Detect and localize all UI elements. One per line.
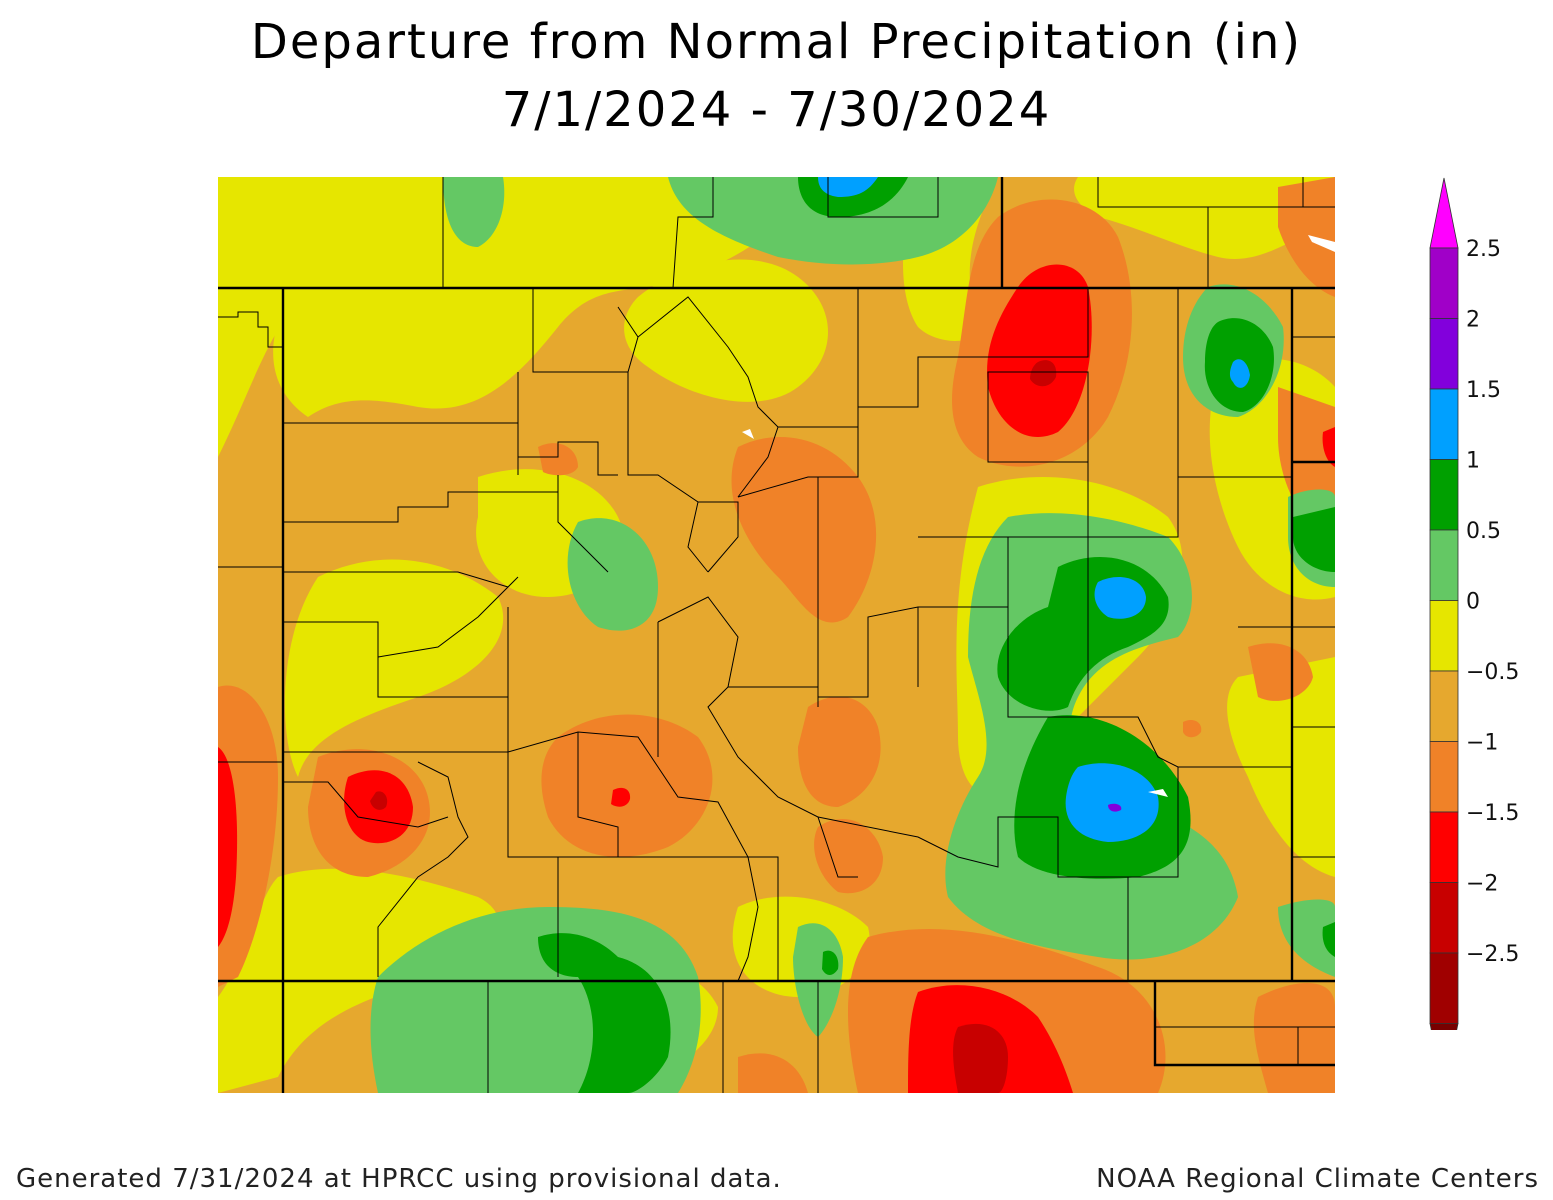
legend-tick-label: −2 — [1466, 872, 1498, 897]
legend-tick-label: 1 — [1466, 449, 1480, 474]
legend-band — [1429, 811, 1459, 883]
legend-band-top — [1429, 177, 1459, 249]
legend-tick-labels: 2.5 2 1.5 1 0.5 0 −0.5 −1 −1.5 −2 −2.5 — [1466, 237, 1519, 967]
legend-tick-label: −0.5 — [1466, 660, 1519, 685]
legend-band — [1429, 388, 1459, 460]
legend-band — [1429, 459, 1459, 531]
state-boundaries — [218, 177, 1335, 1093]
legend-tick-label: 0.5 — [1466, 519, 1501, 544]
legend-band — [1429, 741, 1459, 813]
legend-band — [1429, 882, 1459, 954]
legend-band — [1429, 529, 1459, 601]
source-credit: NOAA Regional Climate Centers — [1096, 1164, 1539, 1194]
legend-tick-label: −1 — [1466, 731, 1498, 756]
legend-band — [1429, 247, 1459, 319]
legend-band — [1429, 952, 1459, 1024]
legend-color-bands — [1429, 177, 1459, 1030]
legend-tick-label: −1.5 — [1466, 801, 1519, 826]
color-scale-legend: 2.5 2 1.5 1 0.5 0 −0.5 −1 −1.5 −2 −2.5 — [1429, 177, 1519, 1030]
county-boundaries — [218, 177, 1335, 1093]
date-range-subtitle: 7/1/2024 - 7/30/2024 — [501, 82, 1052, 138]
contour-fills — [218, 177, 1335, 1093]
legend-tick-label: −2.5 — [1466, 942, 1519, 967]
legend-band — [1429, 318, 1459, 390]
legend-tick-label: 2 — [1466, 308, 1480, 333]
legend-tick-label: 1.5 — [1466, 378, 1501, 403]
generated-note: Generated 7/31/2024 at HPRCC using provi… — [16, 1164, 782, 1194]
legend-band — [1429, 670, 1459, 742]
legend-tick-label: 0 — [1466, 590, 1480, 615]
precipitation-departure-map — [218, 177, 1335, 1093]
map-title: Departure from Normal Precipitation (in) — [250, 14, 1303, 70]
legend-band — [1429, 600, 1459, 672]
legend-tick-label: 2.5 — [1466, 237, 1501, 262]
legend-band-bottom — [1429, 1023, 1459, 1030]
